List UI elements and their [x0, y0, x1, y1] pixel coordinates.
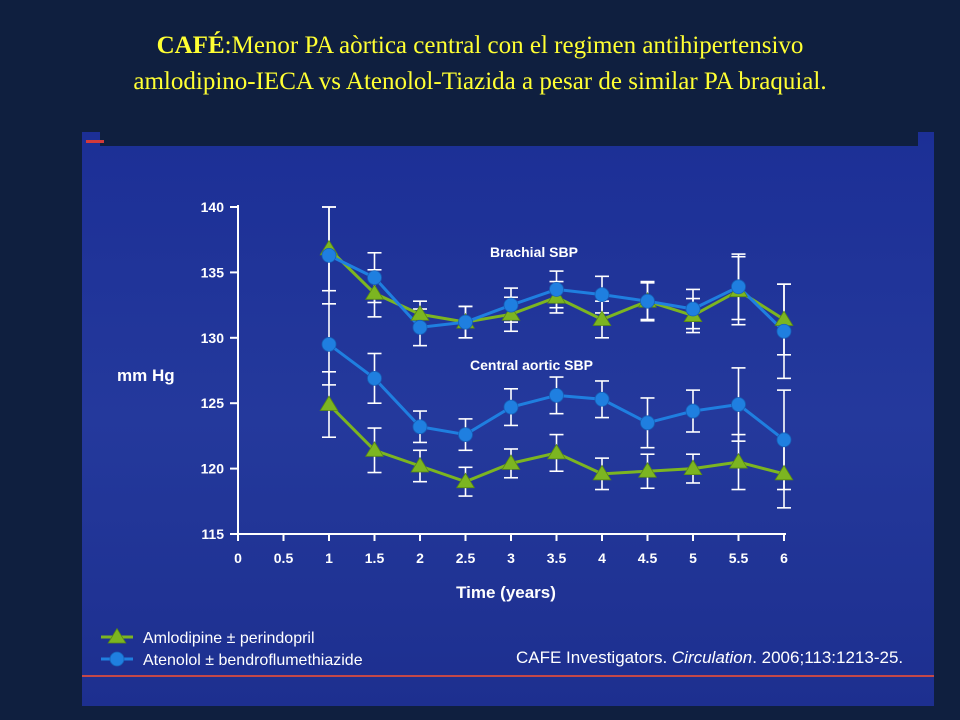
- data-point-circle: [776, 323, 792, 339]
- data-point-circle: [503, 399, 519, 415]
- annotation-central: Central aortic SBP: [470, 357, 593, 373]
- data-point-triangle: [455, 472, 476, 489]
- data-point-triangle: [546, 443, 567, 460]
- data-point-circle: [412, 419, 428, 435]
- x-axis-label: Time (years): [456, 583, 556, 602]
- y-tick-label: 125: [201, 395, 225, 411]
- x-tick-label: 1.5: [365, 550, 385, 566]
- data-point-circle: [458, 314, 473, 330]
- x-tick-label: 2: [416, 550, 424, 566]
- x-tick-label: 4.5: [638, 550, 658, 566]
- data-point-triangle: [364, 441, 385, 457]
- data-point-triangle: [592, 464, 612, 481]
- legend-label: Atenolol ± bendroflumethiazide: [143, 652, 363, 669]
- data-point-circle: [367, 270, 382, 286]
- data-point-triangle: [728, 452, 749, 469]
- citation-suffix: . 2006;113:1213-25.: [752, 648, 904, 667]
- x-tick-label: 6: [780, 550, 788, 566]
- data-point-circle: [685, 403, 701, 419]
- data-point-triangle: [501, 454, 521, 470]
- annotation-brachial: Brachial SBP: [490, 244, 578, 260]
- red-accent-dash: [86, 140, 104, 143]
- data-point-triangle: [774, 464, 794, 481]
- citation: CAFE Investigators. Circulation. 2006;11…: [516, 648, 903, 668]
- x-tick-label: 2.5: [456, 550, 476, 566]
- panel-header-strip: [100, 132, 918, 146]
- x-tick-label: 4: [598, 550, 606, 566]
- y-tick-label: 115: [201, 526, 224, 542]
- data-point-triangle: [364, 284, 385, 300]
- data-point-triangle: [683, 459, 703, 476]
- data-point-circle: [640, 415, 655, 431]
- y-axis-label: mm Hg: [117, 366, 175, 385]
- data-point-triangle: [319, 395, 339, 411]
- y-tick-label: 140: [201, 199, 225, 215]
- data-point-circle: [458, 427, 473, 442]
- data-point-triangle: [637, 462, 658, 478]
- x-tick-label: 5.5: [729, 550, 749, 566]
- y-tick-label: 120: [201, 461, 225, 477]
- citation-prefix: CAFE Investigators.: [516, 648, 672, 667]
- data-point-triangle: [501, 305, 521, 321]
- chart-panel: [82, 132, 934, 706]
- x-tick-label: 0.5: [274, 550, 294, 566]
- legend-label: Amlodipine ± perindopril: [143, 630, 315, 647]
- data-point-circle: [549, 282, 564, 297]
- data-point-circle: [594, 287, 610, 303]
- legend-marker-triangle: [107, 627, 127, 644]
- slide-title-rest: :Menor PA aòrtica central con el regimen…: [133, 32, 827, 95]
- x-tick-label: 0: [234, 550, 242, 566]
- data-point-circle: [321, 336, 337, 352]
- x-tick-label: 3: [507, 550, 515, 566]
- slide-title-bold: CAFÉ: [156, 32, 225, 59]
- x-tick-label: 1: [325, 550, 333, 566]
- data-point-circle: [412, 319, 428, 335]
- data-point-circle: [776, 432, 792, 448]
- data-point-circle: [731, 279, 746, 295]
- red-divider-line: [82, 675, 934, 677]
- data-point-circle: [367, 370, 382, 386]
- data-point-circle: [731, 397, 746, 412]
- data-point-circle: [640, 293, 655, 309]
- x-tick-label: 5: [689, 550, 697, 566]
- citation-journal: Circulation: [671, 648, 753, 667]
- y-tick-label: 130: [201, 330, 225, 346]
- data-point-triangle: [774, 310, 794, 326]
- slide-title: CAFÉ:Menor PA aòrtica central con el reg…: [100, 28, 860, 100]
- data-point-circle: [594, 391, 610, 407]
- x-tick-label: 3.5: [547, 550, 567, 566]
- data-point-circle: [321, 247, 337, 263]
- data-point-triangle: [410, 456, 430, 473]
- data-point-triangle: [592, 310, 612, 326]
- data-point-circle: [549, 387, 564, 403]
- data-point-circle: [503, 297, 519, 313]
- legend-marker-circle: [109, 651, 125, 667]
- y-tick-label: 135: [201, 264, 225, 280]
- data-point-circle: [685, 301, 701, 317]
